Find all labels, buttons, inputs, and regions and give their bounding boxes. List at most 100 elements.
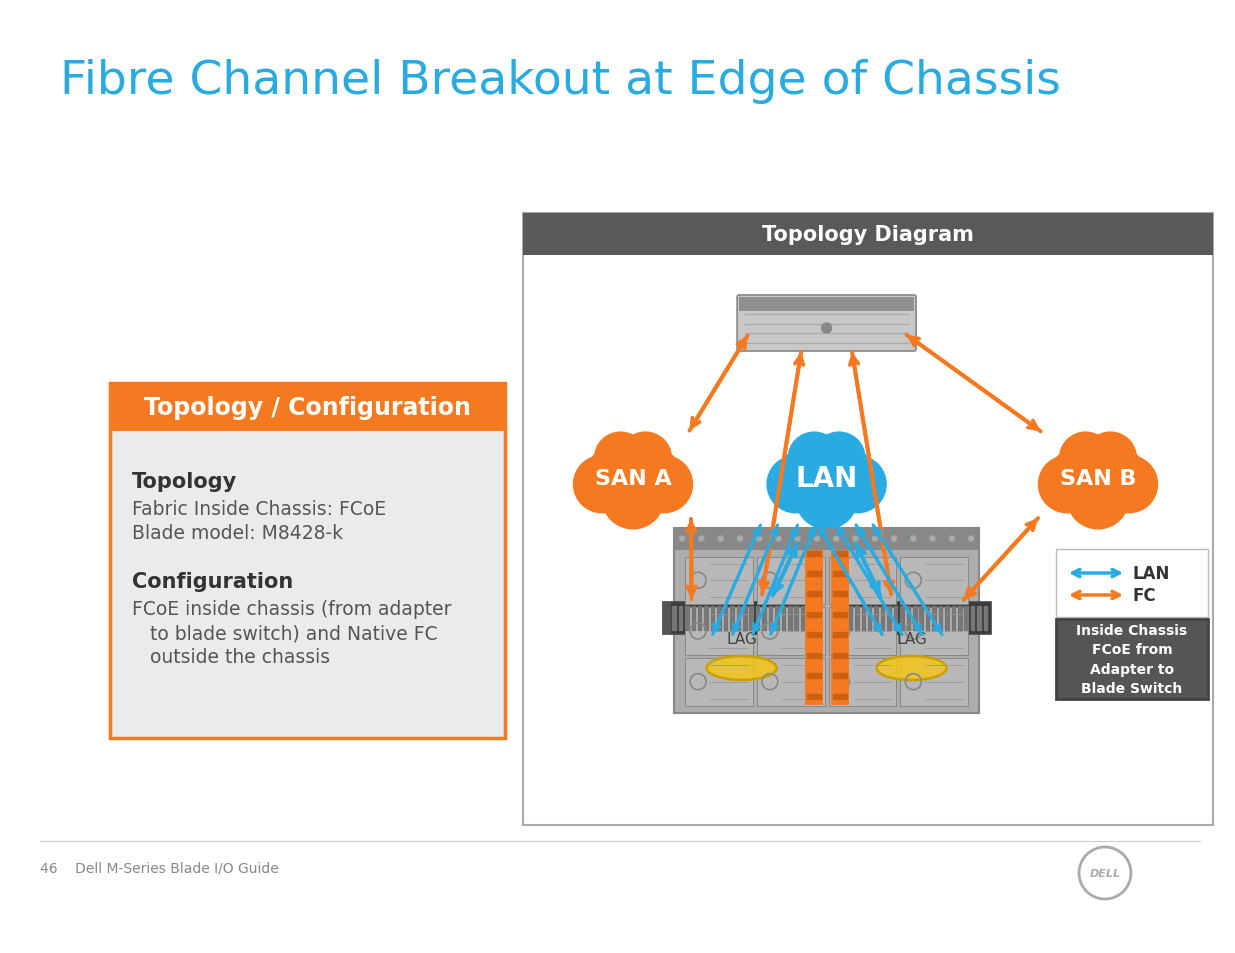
- Circle shape: [601, 467, 664, 529]
- Bar: [952, 606, 955, 630]
- Circle shape: [824, 449, 873, 498]
- Circle shape: [853, 537, 858, 541]
- Bar: [806, 592, 820, 597]
- Bar: [832, 694, 847, 699]
- FancyBboxPatch shape: [685, 557, 753, 604]
- Bar: [718, 606, 721, 630]
- Bar: [832, 551, 847, 556]
- Bar: [806, 551, 820, 556]
- Circle shape: [829, 456, 887, 513]
- Text: Fibre Channel Breakout at Edge of Chassis: Fibre Channel Breakout at Edge of Chassi…: [61, 59, 1061, 104]
- FancyBboxPatch shape: [110, 384, 505, 432]
- Bar: [802, 606, 804, 630]
- FancyBboxPatch shape: [685, 607, 753, 655]
- Circle shape: [795, 537, 800, 541]
- Bar: [874, 606, 878, 630]
- Circle shape: [636, 456, 693, 513]
- Text: SAN B: SAN B: [1060, 469, 1136, 489]
- FancyBboxPatch shape: [757, 607, 825, 655]
- Circle shape: [1067, 467, 1129, 529]
- Bar: [881, 606, 884, 630]
- Bar: [698, 606, 701, 630]
- Bar: [685, 606, 689, 630]
- Bar: [900, 606, 904, 630]
- Bar: [913, 606, 916, 630]
- Bar: [724, 606, 727, 630]
- FancyBboxPatch shape: [804, 550, 823, 705]
- Bar: [832, 674, 847, 679]
- Bar: [736, 606, 740, 630]
- Circle shape: [1051, 449, 1102, 498]
- Circle shape: [910, 537, 916, 541]
- Circle shape: [968, 537, 973, 541]
- FancyBboxPatch shape: [900, 659, 968, 706]
- Bar: [855, 606, 858, 630]
- Circle shape: [737, 537, 742, 541]
- FancyBboxPatch shape: [685, 659, 753, 706]
- Circle shape: [795, 467, 857, 529]
- Bar: [836, 606, 840, 630]
- Bar: [666, 606, 669, 630]
- Circle shape: [872, 537, 877, 541]
- Bar: [776, 606, 779, 630]
- Circle shape: [788, 440, 864, 517]
- Bar: [711, 606, 714, 630]
- Ellipse shape: [706, 657, 777, 680]
- Bar: [958, 606, 962, 630]
- Circle shape: [620, 433, 672, 485]
- Bar: [782, 606, 785, 630]
- Bar: [730, 606, 734, 630]
- Text: Topology / Configuration: Topology / Configuration: [144, 395, 471, 419]
- Bar: [806, 612, 820, 618]
- Bar: [704, 606, 708, 630]
- FancyBboxPatch shape: [739, 297, 914, 312]
- FancyBboxPatch shape: [832, 602, 990, 635]
- Circle shape: [813, 433, 864, 485]
- Bar: [788, 606, 792, 630]
- Bar: [794, 606, 798, 630]
- Bar: [808, 606, 811, 630]
- Bar: [862, 606, 864, 630]
- Bar: [806, 694, 820, 699]
- Circle shape: [594, 433, 647, 485]
- Circle shape: [718, 537, 724, 541]
- Text: to blade switch) and Native FC: to blade switch) and Native FC: [132, 623, 437, 642]
- Text: Blade model: M8428-k: Blade model: M8428-k: [132, 523, 343, 542]
- FancyBboxPatch shape: [674, 528, 979, 550]
- FancyBboxPatch shape: [110, 384, 505, 739]
- Circle shape: [834, 537, 839, 541]
- Bar: [977, 606, 981, 630]
- Text: FC: FC: [1132, 586, 1157, 604]
- Circle shape: [757, 537, 762, 541]
- Text: LAG: LAG: [897, 631, 927, 646]
- Circle shape: [1095, 449, 1145, 498]
- FancyBboxPatch shape: [663, 602, 671, 635]
- FancyBboxPatch shape: [522, 213, 1213, 825]
- Bar: [679, 606, 682, 630]
- Text: SAN A: SAN A: [594, 469, 672, 489]
- Text: Fabric Inside Chassis: FCoE: Fabric Inside Chassis: FCoE: [132, 499, 387, 518]
- Bar: [894, 606, 897, 630]
- Bar: [806, 633, 820, 638]
- Bar: [743, 606, 746, 630]
- Circle shape: [814, 537, 820, 541]
- Bar: [906, 606, 910, 630]
- Circle shape: [776, 537, 781, 541]
- Bar: [932, 606, 936, 630]
- Circle shape: [788, 433, 840, 485]
- Text: FCoE inside chassis (from adapter: FCoE inside chassis (from adapter: [132, 599, 452, 618]
- Bar: [832, 653, 847, 658]
- Circle shape: [930, 537, 935, 541]
- Bar: [971, 606, 974, 630]
- Bar: [832, 633, 847, 638]
- Circle shape: [892, 537, 897, 541]
- Text: LAG: LAG: [726, 631, 757, 646]
- Bar: [887, 606, 890, 630]
- Ellipse shape: [877, 657, 946, 680]
- Circle shape: [587, 449, 636, 498]
- Text: Configuration: Configuration: [132, 572, 293, 592]
- Bar: [692, 606, 695, 630]
- Bar: [762, 606, 766, 630]
- Circle shape: [1039, 456, 1095, 513]
- Bar: [806, 653, 820, 658]
